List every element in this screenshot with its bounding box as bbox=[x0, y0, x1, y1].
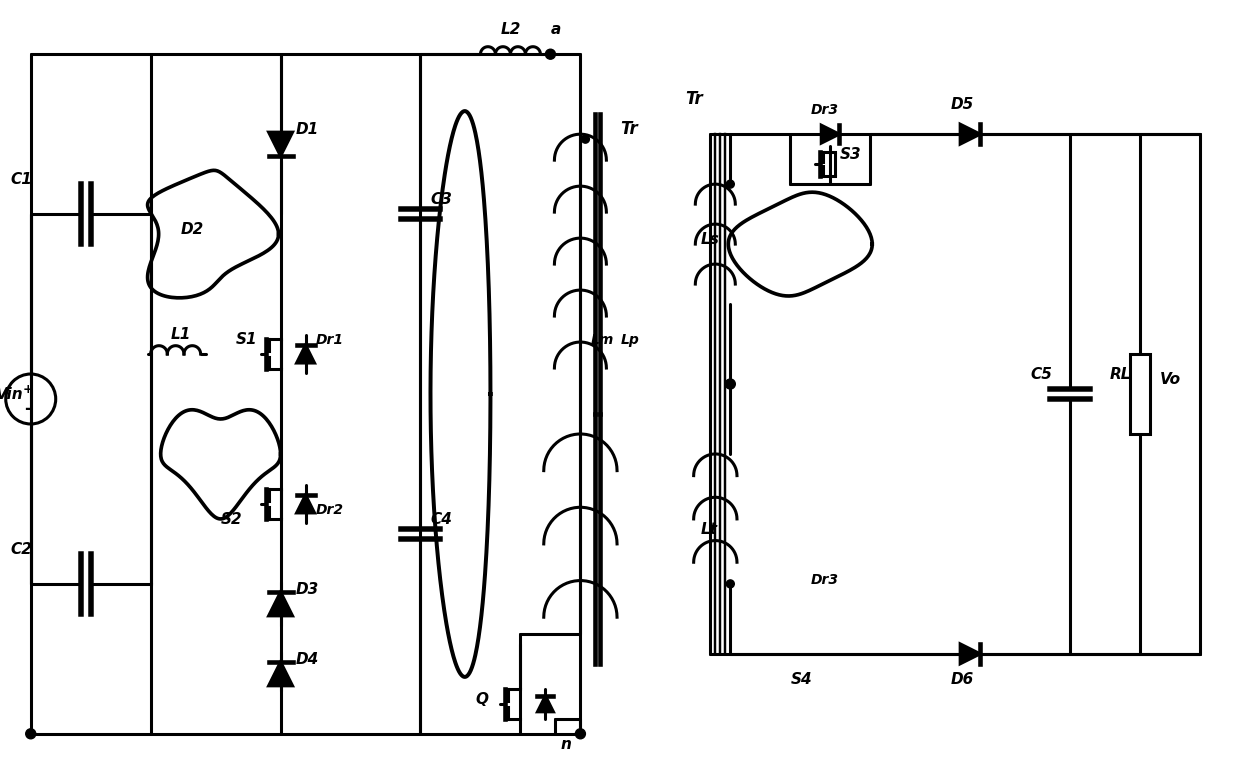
Text: D2: D2 bbox=[181, 222, 203, 237]
Circle shape bbox=[582, 135, 589, 143]
Polygon shape bbox=[269, 592, 293, 616]
Text: RL: RL bbox=[1110, 367, 1132, 382]
Text: Vo: Vo bbox=[1161, 372, 1182, 387]
Polygon shape bbox=[960, 644, 980, 664]
Text: S1: S1 bbox=[236, 332, 257, 347]
Polygon shape bbox=[296, 345, 315, 363]
Text: Dr3: Dr3 bbox=[810, 103, 838, 117]
Circle shape bbox=[546, 49, 556, 60]
Text: C2: C2 bbox=[11, 542, 32, 557]
Text: Lt: Lt bbox=[701, 522, 717, 537]
Text: Vin: Vin bbox=[0, 387, 24, 402]
Text: D4: D4 bbox=[295, 652, 319, 667]
Text: D3: D3 bbox=[295, 582, 319, 597]
Text: C5: C5 bbox=[1030, 367, 1052, 382]
Text: C4: C4 bbox=[430, 512, 453, 527]
Text: L1: L1 bbox=[171, 327, 191, 342]
Text: Dr3: Dr3 bbox=[810, 573, 838, 587]
Text: Dr2: Dr2 bbox=[315, 503, 343, 517]
Text: D1: D1 bbox=[295, 122, 319, 137]
Circle shape bbox=[26, 729, 36, 739]
Text: L2: L2 bbox=[501, 22, 521, 37]
Circle shape bbox=[727, 180, 734, 188]
Text: S4: S4 bbox=[790, 672, 812, 687]
Circle shape bbox=[575, 729, 585, 739]
Text: D6: D6 bbox=[950, 672, 973, 687]
Circle shape bbox=[727, 580, 734, 588]
Polygon shape bbox=[269, 662, 293, 686]
Text: Tr: Tr bbox=[686, 90, 703, 108]
Text: Lm: Lm bbox=[590, 333, 614, 347]
Polygon shape bbox=[269, 132, 293, 156]
Text: Tr: Tr bbox=[620, 120, 639, 138]
Text: D5: D5 bbox=[950, 97, 973, 112]
Text: Lp: Lp bbox=[620, 333, 639, 347]
Circle shape bbox=[725, 379, 735, 389]
Text: n: n bbox=[560, 737, 572, 752]
Bar bbox=[1130, 354, 1149, 434]
Text: Dr1: Dr1 bbox=[315, 333, 343, 347]
Text: a: a bbox=[551, 22, 560, 37]
Polygon shape bbox=[537, 696, 553, 712]
Polygon shape bbox=[296, 495, 315, 513]
Text: C1: C1 bbox=[11, 172, 32, 187]
Text: C3: C3 bbox=[430, 192, 453, 207]
Text: Ls: Ls bbox=[701, 232, 719, 247]
Text: -: - bbox=[25, 400, 31, 418]
Text: S3: S3 bbox=[841, 147, 862, 162]
Text: Q: Q bbox=[475, 691, 489, 707]
Polygon shape bbox=[960, 124, 980, 144]
Text: S2: S2 bbox=[221, 512, 242, 527]
Text: +: + bbox=[22, 383, 33, 395]
Polygon shape bbox=[821, 125, 839, 143]
